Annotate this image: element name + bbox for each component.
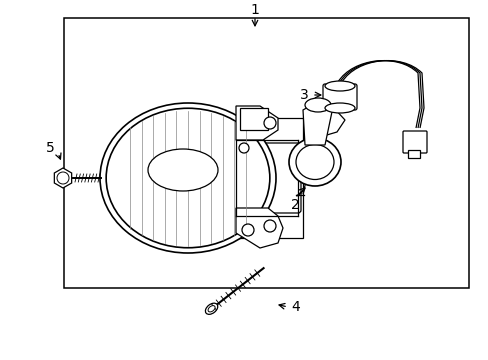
Text: 4: 4: [291, 300, 300, 314]
Circle shape: [239, 143, 248, 153]
FancyBboxPatch shape: [235, 143, 301, 213]
FancyBboxPatch shape: [402, 131, 426, 153]
Circle shape: [242, 224, 253, 236]
Circle shape: [264, 117, 275, 129]
Ellipse shape: [106, 108, 269, 248]
Polygon shape: [303, 102, 332, 145]
Ellipse shape: [305, 98, 330, 112]
Circle shape: [264, 220, 275, 232]
FancyBboxPatch shape: [232, 118, 303, 238]
Text: 3: 3: [299, 88, 308, 102]
Text: 2: 2: [290, 198, 299, 212]
FancyBboxPatch shape: [240, 108, 267, 130]
Polygon shape: [54, 168, 72, 188]
Ellipse shape: [325, 81, 354, 91]
Ellipse shape: [295, 144, 333, 180]
Ellipse shape: [325, 103, 354, 113]
FancyBboxPatch shape: [407, 150, 419, 158]
Polygon shape: [306, 104, 345, 137]
FancyBboxPatch shape: [323, 84, 356, 110]
Bar: [63, 18, 468, 288]
Ellipse shape: [288, 138, 340, 186]
Ellipse shape: [148, 149, 218, 191]
Ellipse shape: [207, 306, 215, 312]
Text: 1: 1: [250, 3, 259, 17]
Ellipse shape: [205, 303, 217, 314]
Polygon shape: [236, 208, 283, 248]
Circle shape: [57, 172, 69, 184]
Ellipse shape: [100, 103, 275, 253]
Text: 5: 5: [45, 141, 54, 155]
Polygon shape: [236, 106, 278, 140]
